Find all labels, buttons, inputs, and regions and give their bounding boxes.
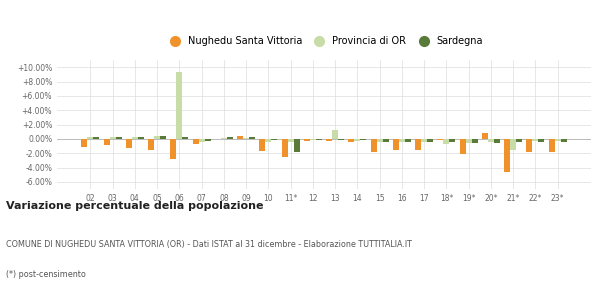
Bar [316, 139, 322, 140]
Bar [393, 139, 399, 150]
Bar [472, 139, 478, 143]
Bar [338, 139, 344, 140]
Bar [488, 139, 494, 142]
Bar [81, 139, 87, 147]
Bar [259, 139, 265, 151]
Bar [310, 139, 316, 140]
Bar [271, 139, 277, 140]
Bar [538, 139, 544, 142]
Bar [449, 139, 455, 142]
Bar [265, 139, 271, 142]
Bar [126, 139, 132, 148]
Legend: Nughedu Santa Vittoria, Provincia di OR, Sardegna: Nughedu Santa Vittoria, Provincia di OR,… [161, 33, 487, 50]
Bar [460, 139, 466, 154]
Bar [110, 137, 116, 139]
Text: Variazione percentuale della popolazione: Variazione percentuale della popolazione [6, 201, 263, 211]
Bar [399, 139, 405, 142]
Bar [548, 139, 555, 152]
Bar [287, 139, 293, 142]
Bar [304, 139, 310, 141]
Bar [221, 138, 227, 139]
Text: (*) post-censimento: (*) post-censimento [6, 270, 86, 279]
Bar [132, 137, 138, 139]
Bar [193, 139, 199, 144]
Bar [176, 72, 182, 139]
Bar [154, 136, 160, 139]
Bar [281, 139, 287, 157]
Bar [227, 137, 233, 139]
Bar [355, 139, 361, 141]
Bar [87, 137, 93, 139]
Bar [443, 139, 449, 144]
Bar [377, 139, 383, 142]
Bar [104, 139, 110, 145]
Bar [148, 139, 154, 150]
Bar [243, 138, 249, 139]
Bar [526, 139, 532, 152]
Bar [182, 137, 188, 139]
Bar [405, 139, 411, 142]
Bar [361, 139, 367, 140]
Bar [482, 133, 488, 139]
Bar [326, 139, 332, 141]
Text: COMUNE DI NUGHEDU SANTA VITTORIA (OR) - Dati ISTAT al 31 dicembre - Elaborazione: COMUNE DI NUGHEDU SANTA VITTORIA (OR) - … [6, 240, 412, 249]
Bar [349, 139, 355, 142]
Bar [383, 139, 389, 142]
Bar [116, 137, 122, 139]
Bar [555, 139, 561, 141]
Bar [371, 139, 377, 152]
Bar [516, 139, 522, 142]
Bar [504, 139, 510, 172]
Bar [332, 130, 338, 139]
Bar [199, 139, 205, 142]
Bar [249, 137, 255, 139]
Bar [237, 136, 243, 139]
Bar [421, 139, 427, 142]
Bar [170, 139, 176, 159]
Bar [138, 137, 144, 139]
Bar [427, 139, 433, 142]
Bar [561, 139, 567, 142]
Bar [494, 139, 500, 143]
Bar [93, 137, 100, 139]
Bar [160, 136, 166, 139]
Bar [205, 139, 211, 141]
Bar [532, 139, 538, 141]
Bar [293, 139, 299, 152]
Bar [437, 139, 443, 140]
Bar [415, 139, 421, 150]
Bar [510, 139, 516, 150]
Bar [466, 139, 472, 143]
